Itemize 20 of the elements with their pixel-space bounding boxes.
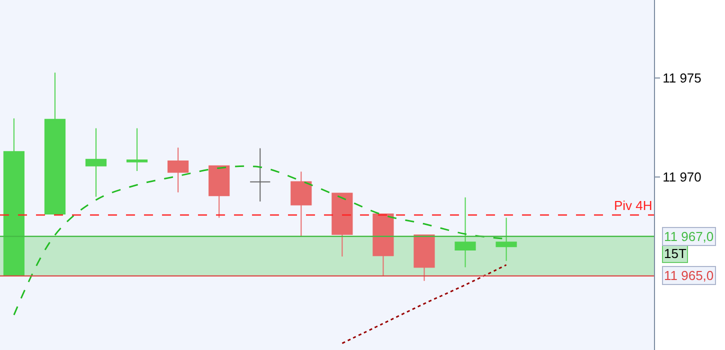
candlestick [168,147,189,193]
candlestick [126,128,148,172]
candlestick [414,234,435,282]
y-tick-label: 11 970 [662,170,702,185]
candlestick [454,196,476,268]
line-series [341,264,508,344]
candlestick [44,72,66,214]
ref-line-label: Piv 4H [614,198,652,213]
candlestick [3,118,24,276]
candlestick [332,192,353,258]
ref-line-label: 11 967,0 [664,229,714,244]
candlestick [208,165,230,218]
y-tick-label: 11 975 [662,70,702,86]
candlestick [250,148,271,202]
ref-line-label: 11 965,0 [664,268,714,283]
band-label: 15T [664,246,686,261]
candlestick [372,214,394,278]
candlestick [496,217,517,262]
candlestick [85,128,107,198]
candlestick [290,171,312,238]
